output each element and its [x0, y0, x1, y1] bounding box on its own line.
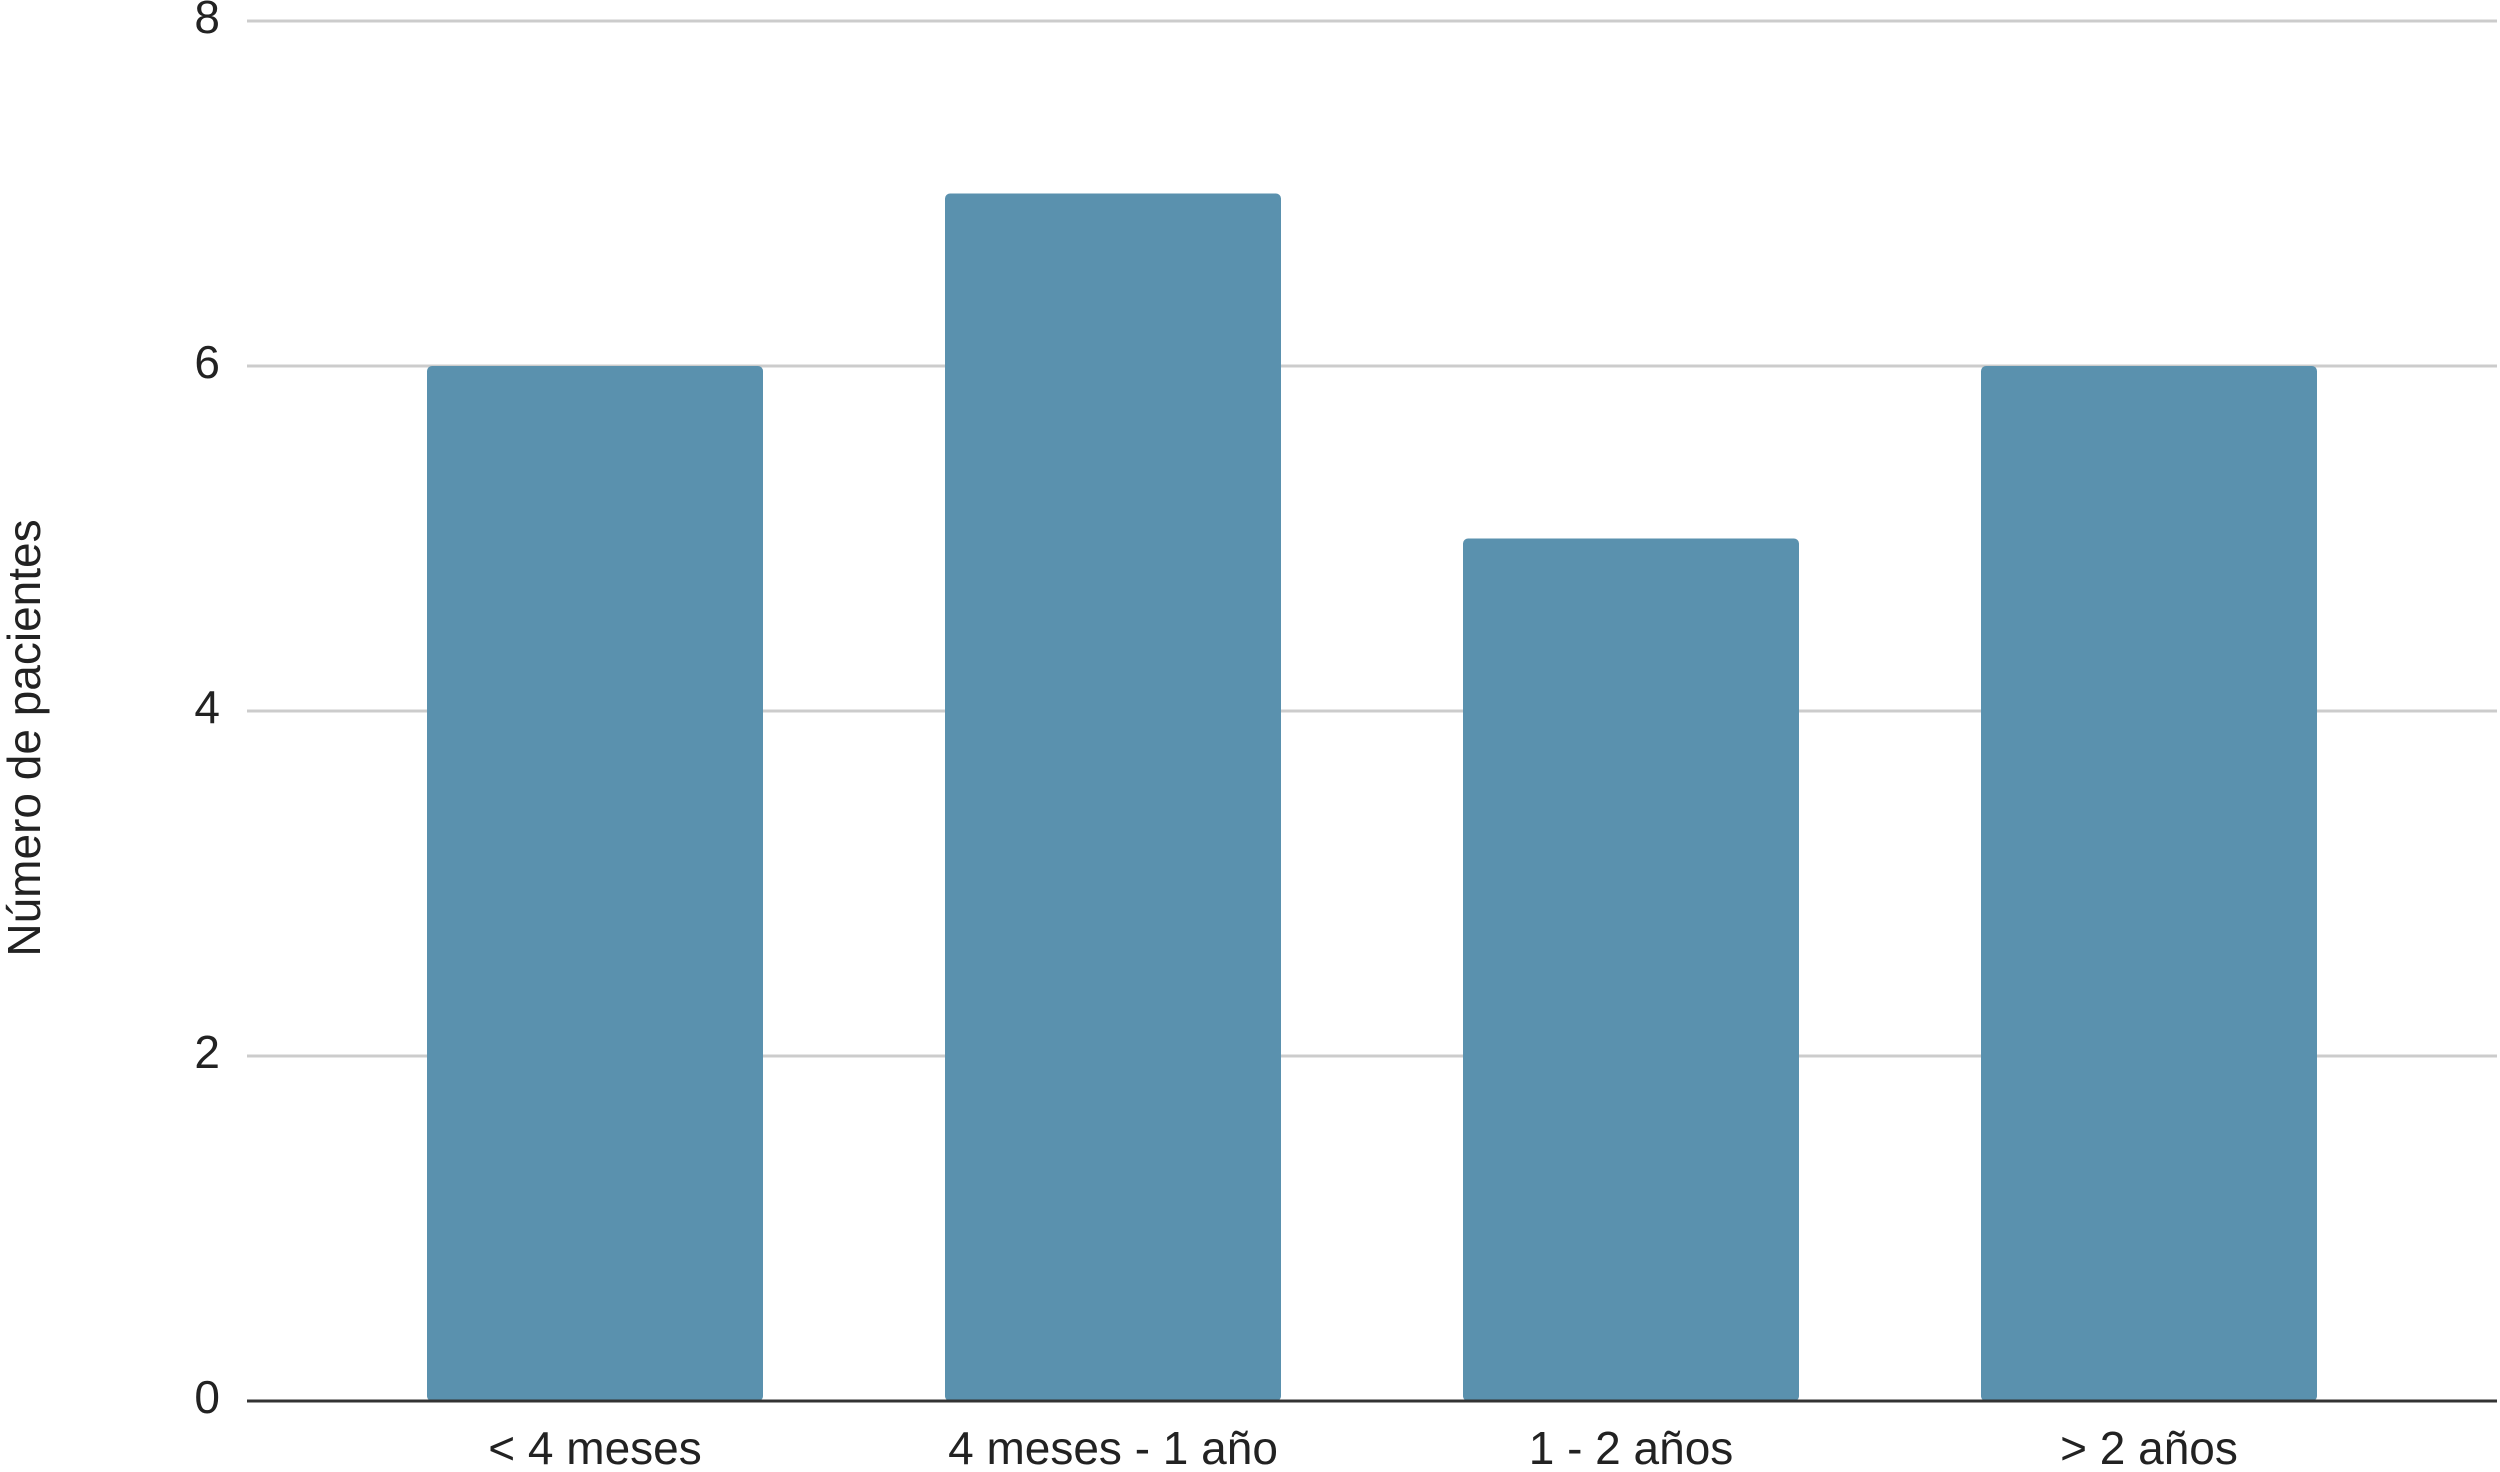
x-tick-label: < 4 meses: [488, 1422, 702, 1472]
bar: [427, 366, 763, 1401]
y-tick-label: 6: [194, 336, 220, 388]
x-tick-label: 1 - 2 años: [1529, 1422, 1734, 1472]
bar: [1981, 366, 2317, 1401]
y-tick-label: 0: [194, 1371, 220, 1423]
y-axis-title: Número de pacientes: [0, 519, 50, 956]
bar: [1463, 538, 1799, 1401]
x-tick-label: > 2 años: [2060, 1422, 2238, 1472]
bar: [945, 193, 1281, 1401]
y-tick-label: 4: [194, 681, 220, 733]
y-tick-label: 2: [194, 1026, 220, 1078]
y-tick-label: 8: [194, 0, 220, 43]
x-tick-label: 4 meses - 1 año: [948, 1422, 1278, 1472]
